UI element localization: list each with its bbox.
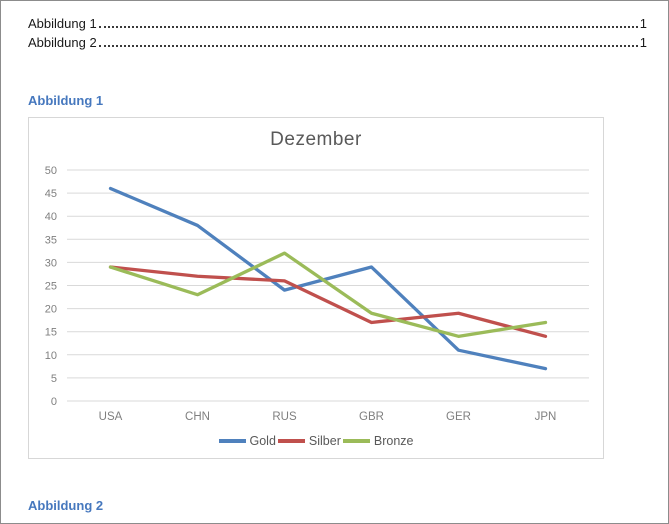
chart-legend: Gold Silber Bronze: [29, 434, 603, 448]
x-axis-tick-label: RUS: [272, 411, 297, 423]
legend-label: Silber: [308, 434, 341, 448]
legend-swatch-bronze: [342, 439, 370, 443]
chart-abbildung-1[interactable]: 0 5 10 15 20 25 30 35 40 45 50 USA CHN RUS GBR GER JPN D…: [28, 117, 604, 459]
legend-swatch-gold: [218, 439, 246, 443]
y-axis-tick-label: 25: [45, 281, 57, 293]
toc-page-number: 1: [639, 16, 647, 31]
legend-label: Bronze: [373, 434, 414, 448]
dot-leader: [98, 45, 638, 47]
series-line-gold: [108, 186, 548, 371]
y-axis-tick-label: 50: [45, 165, 57, 177]
y-axis-tick-label: 0: [51, 396, 57, 408]
toc-entry-abbildung-1[interactable]: Abbildung 1 1: [28, 14, 647, 33]
legend-label: Gold: [249, 434, 276, 448]
x-axis-tick-label: GBR: [359, 411, 384, 423]
y-axis-tick-label: 45: [45, 188, 57, 200]
chart-title: Dezember: [270, 129, 362, 150]
y-axis-tick-label: 35: [45, 234, 57, 246]
toc-entry-label: Abbildung 1: [28, 16, 97, 31]
y-axis-tick-label: 5: [51, 373, 57, 385]
caption-abbildung-2: Abbildung 2: [28, 498, 104, 513]
y-axis-tick-label: 15: [45, 327, 57, 339]
series-line-bronze: [108, 251, 548, 338]
series-line-silber: [108, 265, 548, 338]
y-axis-tick-label: 40: [45, 211, 57, 223]
x-axis-tick-label: GER: [446, 411, 471, 423]
toc-entry-label: Abbildung 2: [28, 35, 97, 50]
y-axis-tick-label: 20: [45, 304, 57, 316]
legend-item-silber: Silber: [277, 434, 341, 448]
chart-plot-area: 0 5 10 15 20 25 30 35 40 45 50 USA CHN RUS GBR GER JPN: [45, 165, 589, 423]
y-axis-tick-label: 10: [45, 350, 57, 362]
toc-page-number: 1: [639, 35, 647, 50]
legend-item-gold: Gold: [218, 434, 276, 448]
x-axis-tick-label: CHN: [185, 411, 210, 423]
y-axis-tick-label: 30: [45, 257, 57, 269]
table-of-figures: Abbildung 1 1 Abbildung 2 1: [28, 14, 647, 52]
x-axis-tick-label: JPN: [535, 411, 557, 423]
legend-item-bronze: Bronze: [342, 434, 414, 448]
dot-leader: [98, 26, 638, 28]
legend-swatch-silber: [277, 439, 305, 443]
caption-abbildung-1: Abbildung 1: [28, 93, 104, 108]
toc-entry-abbildung-2[interactable]: Abbildung 2 1: [28, 33, 647, 52]
x-axis-tick-label: USA: [99, 411, 123, 423]
